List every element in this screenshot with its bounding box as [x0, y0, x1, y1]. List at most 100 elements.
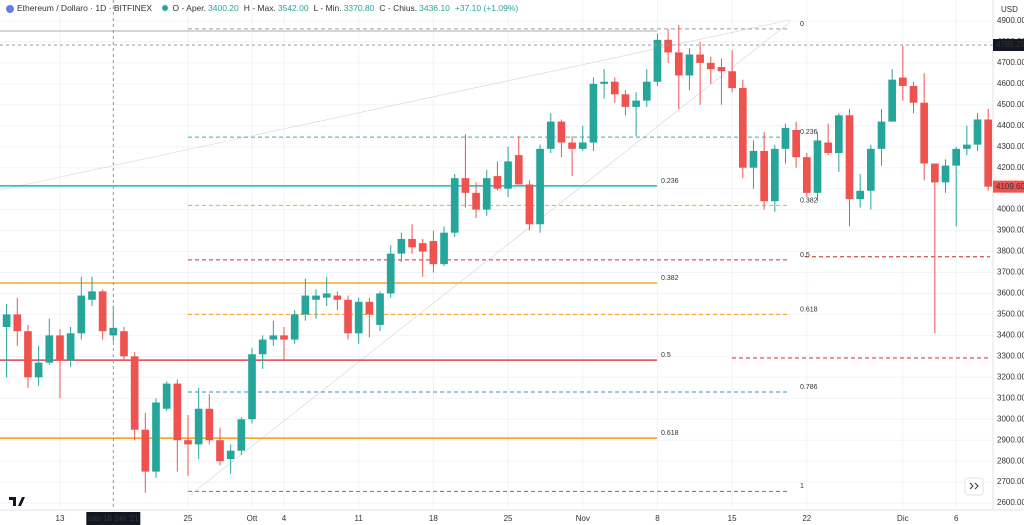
candle-body — [98, 291, 107, 332]
symbol-icon — [6, 4, 14, 13]
ohlc-value: 3400.20 — [208, 3, 239, 13]
candle-body — [450, 178, 459, 233]
candle-body — [290, 314, 299, 340]
x-tick-label: 8 — [655, 514, 660, 523]
candle-body — [34, 362, 43, 378]
y-tick-label: 3200.00 — [997, 372, 1024, 381]
candle-body — [13, 314, 22, 332]
y-tick-label: 2700.00 — [997, 477, 1024, 486]
candle-body — [194, 408, 203, 445]
candle-body — [674, 52, 683, 76]
last-price-box — [993, 180, 1024, 193]
logo-mark — [9, 497, 25, 506]
candle-body — [781, 127, 790, 149]
y-tick-label: 3000.00 — [997, 414, 1024, 423]
candle-body — [504, 161, 512, 189]
candle-body — [888, 79, 897, 122]
candle-body — [237, 419, 246, 451]
candle-body — [802, 157, 811, 193]
candle-body — [546, 121, 555, 149]
y-tick-label: 4000.00 — [997, 205, 1024, 214]
candle-body — [344, 299, 352, 334]
y-tick-label: 3700.00 — [997, 268, 1024, 277]
candle-body — [696, 54, 704, 63]
last-price: 4109.60 — [996, 182, 1024, 191]
logo — [9, 497, 25, 506]
fib-label: 0.236 — [661, 178, 679, 185]
candle-body — [600, 81, 608, 84]
candle-body — [152, 402, 160, 472]
candle-body — [632, 100, 640, 107]
candle-body — [856, 190, 865, 200]
scroll-button[interactable] — [964, 477, 984, 496]
ohlc-value: 3542.00 — [277, 3, 309, 13]
y-tick-label: 3800.00 — [997, 247, 1024, 256]
y-tick-label: 3300.00 — [997, 351, 1024, 360]
candle-body — [931, 163, 939, 183]
candle-body — [77, 295, 86, 334]
change: +37.10 (+1.09%) — [454, 3, 519, 13]
candle-body — [376, 293, 384, 325]
candle-body — [429, 241, 438, 265]
ohlc-legend: O - Aper. 3400.20 H - Max. 3542.00 L - Min. 3… — [172, 3, 454, 13]
candle-body — [216, 440, 224, 462]
candle-body — [365, 301, 374, 315]
candle-body — [248, 354, 256, 420]
scroll-icon[interactable] — [969, 482, 979, 490]
candle-body — [301, 295, 310, 315]
y-tick-label: 2900.00 — [997, 435, 1024, 444]
candle-body — [738, 88, 747, 168]
candle-body — [824, 142, 832, 154]
candle-body — [312, 295, 320, 300]
y-tick-label: 3900.00 — [997, 226, 1024, 235]
x-tick-label: Dic — [897, 514, 909, 523]
y-tick-label: 4400.00 — [997, 121, 1024, 130]
fib-label: 0.786 — [800, 384, 818, 391]
candle-body — [184, 440, 192, 445]
candle-body — [440, 232, 448, 265]
x-tick-label: Nov — [576, 514, 590, 523]
candle-body — [88, 291, 96, 300]
y-tick-label: 3600.00 — [997, 289, 1024, 298]
y-tick-label: 3500.00 — [997, 310, 1024, 319]
candle-body — [280, 335, 288, 340]
candle-body — [717, 67, 726, 72]
fib-label: 0.382 — [800, 197, 818, 204]
candle-body — [760, 150, 768, 202]
scroll-button-box[interactable] — [964, 477, 984, 496]
header: Ethereum / Dollaro · 1D · BITFINEX O - A… — [6, 3, 523, 13]
candle-body — [621, 94, 630, 107]
candle-body — [664, 39, 672, 53]
x-tick-label: Ott — [247, 514, 258, 523]
candle-body — [418, 243, 427, 252]
candle-body — [408, 238, 416, 248]
y-tick-label: 3100.00 — [997, 393, 1024, 402]
crosshair-price: 4785.25 — [996, 40, 1024, 49]
price-axis — [993, 0, 1024, 510]
symbol-title: Ethereum / Dollaro · 1D · BITFINEX — [17, 3, 153, 13]
crosshair-date: sab 18 Set '21 — [88, 514, 139, 523]
candle-body — [226, 450, 235, 460]
candle-body — [728, 71, 736, 89]
y-tick-label: 4300.00 — [997, 142, 1024, 151]
candle-body — [56, 335, 64, 361]
x-tick-label: 25 — [504, 514, 513, 523]
fib-label: 0.382 — [661, 275, 679, 282]
candle-body — [120, 331, 128, 357]
candle-body — [130, 356, 139, 430]
fib-label: 1 — [800, 483, 804, 490]
candle-body — [173, 383, 182, 441]
candle-body — [493, 176, 502, 189]
candle-body — [813, 140, 822, 193]
candle-body — [24, 331, 32, 378]
y-tick-label: 2800.00 — [997, 456, 1024, 465]
candle-body — [973, 119, 982, 145]
candle-body — [866, 148, 875, 191]
ohlc-label: H - Max. — [243, 3, 276, 13]
x-tick-label: 15 — [728, 514, 737, 523]
candle-body — [141, 429, 150, 472]
y-tick-label: 4500.00 — [997, 100, 1024, 109]
x-tick-label: 25 — [184, 514, 193, 523]
